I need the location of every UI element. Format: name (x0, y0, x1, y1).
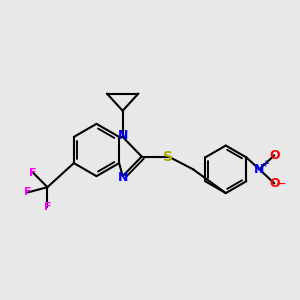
Text: N: N (118, 171, 128, 184)
Text: S: S (164, 149, 173, 164)
Text: F: F (44, 202, 51, 212)
Text: O: O (269, 177, 280, 190)
Text: −: − (275, 178, 286, 191)
Text: O: O (269, 149, 280, 162)
Text: F: F (24, 188, 32, 197)
Text: F: F (29, 168, 37, 178)
Text: N: N (118, 129, 128, 142)
Text: N: N (254, 163, 265, 176)
Text: +: + (261, 159, 269, 169)
